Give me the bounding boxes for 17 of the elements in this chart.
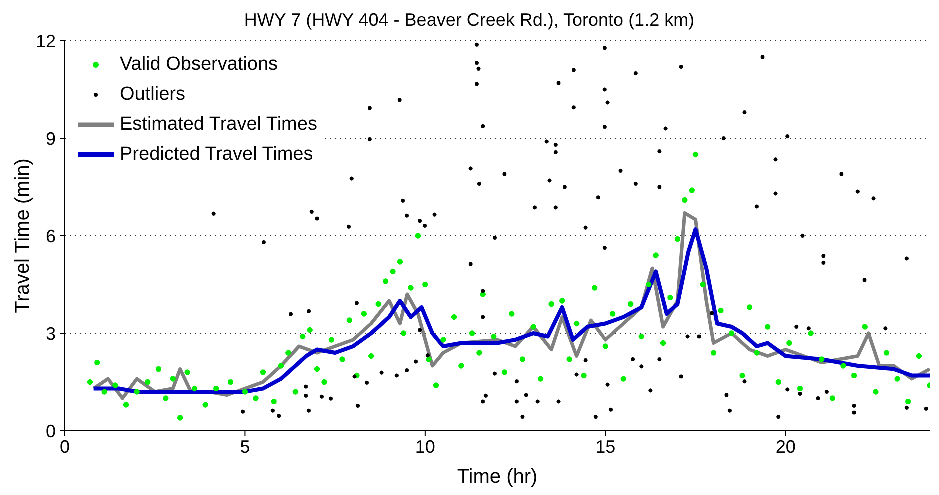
x-tick-label: 5 [240, 436, 250, 457]
x-axis-title: Time (hr) [457, 466, 538, 488]
legend-label: Estimated Travel Times [120, 113, 318, 137]
y-tick-label: 0 [46, 421, 56, 442]
x-tick-label: 15 [596, 436, 616, 457]
y-tick-label: 6 [46, 226, 56, 246]
legend-label: Predicted Travel Times [120, 143, 314, 167]
legend-label: Outliers [120, 83, 186, 107]
x-tick-label: 20 [776, 436, 796, 457]
x-tick-label: 0 [60, 436, 70, 457]
y-tick-label: 9 [46, 128, 56, 149]
y-axis-title: Travel Time (min) [12, 158, 34, 314]
y-tick-label: 3 [46, 324, 56, 344]
chart-title: HWY 7 (HWY 404 - Beaver Creek Rd.), Toronto (1.2 km) [243, 10, 696, 31]
legend-label: Valid Observations [120, 53, 278, 77]
x-tick-label: 10 [415, 436, 436, 457]
y-tick-label: 12 [36, 31, 56, 52]
